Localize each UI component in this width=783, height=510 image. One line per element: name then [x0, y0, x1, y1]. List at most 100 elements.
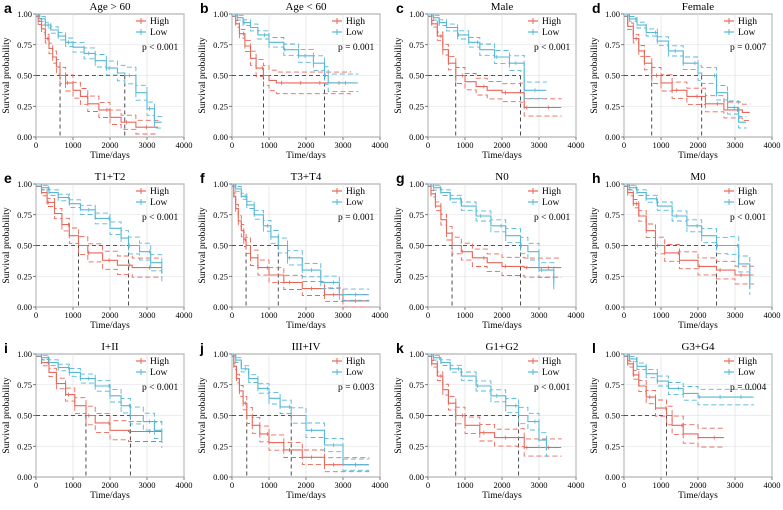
x-tick-label: 0	[230, 310, 234, 320]
panel-title: Age < 60	[285, 1, 327, 13]
y-tick-label: 0.50	[605, 241, 620, 251]
survival-curve-low	[624, 353, 754, 398]
y-tick-label: 0.00	[17, 302, 32, 312]
ci-band-low-upper	[624, 353, 754, 390]
x-tick-label: 3000	[335, 310, 352, 320]
y-tick-label: 0.00	[213, 472, 228, 482]
y-tick-label: 0.75	[409, 40, 424, 50]
y-tick-label: 1.00	[409, 349, 424, 359]
survival-curve-high	[624, 13, 750, 113]
y-axis-label: Survival probability	[2, 207, 12, 284]
y-tick-label: 1.00	[409, 9, 424, 19]
x-tick-label: 1000	[653, 480, 670, 490]
ci-band-low-lower	[624, 15, 747, 129]
x-axis-label: Time/days	[90, 321, 130, 331]
y-tick-label: 1.00	[213, 9, 228, 19]
km-panel-a: a Age > 60 0 1000 2000 3000 4000 0.00 0.25 0.50 0.…	[2, 0, 193, 161]
y-tick-label: 1.00	[17, 349, 32, 359]
panel-title: M0	[690, 171, 706, 183]
y-tick-label: 1.00	[17, 9, 32, 19]
y-tick-label: 0.50	[17, 241, 32, 251]
x-tick-label: 2000	[494, 310, 511, 320]
y-tick-label: 0.25	[17, 441, 32, 451]
km-panel-b: b Age < 60 0 1000 2000 3000 4000 0.00 0.25 0.50 0.…	[198, 0, 389, 161]
panel-letter: h	[592, 170, 601, 186]
x-tick-label: 3000	[335, 480, 352, 490]
panel-letter: f	[200, 170, 205, 186]
x-tick-label: 0	[230, 140, 234, 150]
y-tick-label: 0.75	[17, 40, 32, 50]
y-tick-label: 0.75	[213, 40, 228, 50]
y-tick-label: 0.00	[213, 132, 228, 142]
panel-letter: c	[396, 0, 404, 16]
panel-letter: d	[592, 0, 601, 16]
y-tick-label: 0.25	[213, 271, 228, 281]
p-value: p = 0.001	[338, 213, 374, 223]
y-axis-label: Survival probability	[590, 207, 600, 284]
y-axis-label: Survival probability	[394, 377, 404, 454]
legend-label: High	[542, 357, 561, 367]
survival-curve-high	[36, 183, 162, 269]
x-tick-label: 1000	[653, 140, 670, 150]
y-tick-label: 0.25	[605, 101, 620, 111]
ci-band-high-lower	[624, 356, 725, 448]
y-tick-label: 0.50	[17, 411, 32, 421]
x-tick-label: 4000	[568, 140, 585, 150]
ci-band-low-lower	[36, 185, 163, 282]
x-tick-label: 0	[426, 310, 430, 320]
legend-label: High	[542, 17, 561, 27]
survival-curve-high	[232, 183, 369, 302]
survival-curve-low	[36, 13, 162, 123]
legend-label: High	[738, 187, 757, 197]
x-axis-label: Time/days	[286, 151, 326, 161]
survival-curve-high	[232, 13, 351, 84]
x-tick-label: 3000	[727, 140, 744, 150]
y-tick-label: 0.25	[213, 101, 228, 111]
x-tick-label: 4000	[372, 310, 389, 320]
y-tick-label: 0.00	[17, 132, 32, 142]
y-tick-label: 0.50	[605, 71, 620, 81]
x-tick-label: 3000	[531, 140, 548, 150]
y-tick-label: 0.50	[409, 411, 424, 421]
survival-curve-low	[624, 13, 747, 123]
x-tick-label: 0	[230, 480, 234, 490]
x-tick-label: 2000	[298, 480, 315, 490]
legend-label: High	[346, 357, 365, 367]
x-tick-label: 4000	[764, 310, 781, 320]
p-value: p < 0.001	[730, 213, 766, 223]
ci-band-high-upper	[624, 13, 751, 105]
panel-letter: j	[199, 340, 204, 356]
x-tick-label: 1000	[65, 310, 82, 320]
ci-band-high-lower	[624, 16, 751, 122]
y-axis-label: Survival probability	[198, 207, 208, 284]
p-value: p = 0.004	[730, 383, 766, 393]
legend-label: Low	[542, 198, 560, 208]
legend-label: Low	[150, 368, 168, 378]
km-panel-e: e T1+T2 0 1000 2000 3000 4000 0.00 0.25 0.50 0.75 1…	[2, 170, 193, 331]
x-tick-label: 2000	[298, 310, 315, 320]
x-tick-label: 4000	[372, 140, 389, 150]
x-tick-label: 2000	[298, 140, 315, 150]
survival-curve-high	[232, 353, 369, 466]
y-tick-label: 0.25	[409, 441, 424, 451]
y-axis-label: Survival probability	[198, 37, 208, 114]
panel-title: G3+G4	[681, 341, 715, 353]
x-tick-label: 3000	[531, 480, 548, 490]
y-tick-label: 0.75	[605, 40, 620, 50]
p-value: p < 0.001	[142, 383, 178, 393]
panel-letter: g	[396, 170, 405, 186]
y-axis-label: Survival probability	[198, 377, 208, 454]
x-tick-label: 0	[34, 310, 38, 320]
y-tick-label: 0.00	[213, 302, 228, 312]
x-axis-label: Time/days	[286, 491, 326, 501]
legend-label: High	[346, 187, 365, 197]
panel-letter: e	[4, 170, 12, 186]
panel-letter: i	[4, 340, 8, 356]
y-tick-label: 0.50	[17, 71, 32, 81]
x-tick-label: 0	[34, 480, 38, 490]
panel-title: T3+T4	[291, 171, 322, 183]
y-tick-label: 0.25	[605, 271, 620, 281]
panel-title: N0	[495, 171, 509, 183]
x-tick-label: 2000	[494, 140, 511, 150]
x-tick-label: 0	[622, 480, 626, 490]
